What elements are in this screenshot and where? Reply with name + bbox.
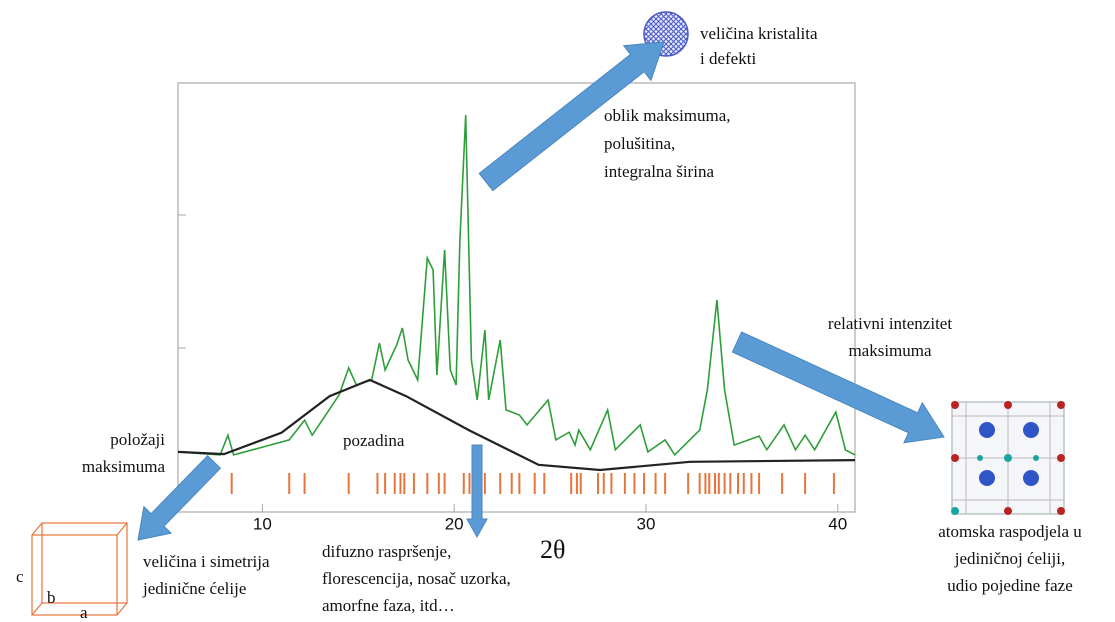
x-tick-label: 10 (253, 514, 272, 533)
hatch-line (663, 12, 688, 56)
hatch-line (673, 12, 688, 56)
annotation: jediničnoj ćeliji, (954, 549, 1065, 568)
annotation: relativni intenzitet (828, 314, 952, 333)
annotation: veličina i simetrija (143, 552, 270, 571)
x-tick-label: 20 (445, 514, 464, 533)
annotation: oblik maksimuma, (604, 106, 731, 125)
annotation: maksimuma (82, 457, 166, 476)
arrow (137, 454, 222, 541)
arrow (731, 331, 945, 444)
annotation: pozadina (343, 431, 405, 450)
hatch-line (584, 12, 628, 56)
annotation: integralna širina (604, 162, 714, 181)
background-curve (177, 378, 856, 472)
axis-label: b (47, 588, 56, 607)
annotation: florescencija, nosač uzorka, (322, 569, 511, 588)
plot-area: 10 20 30 40 (177, 115, 856, 533)
annotation: difuzno raspršenje, (322, 542, 451, 561)
hatch-line (668, 12, 688, 56)
x-tick-label: 30 (636, 514, 655, 533)
x-tick-label: 40 (828, 514, 847, 533)
annotation: atomska raspodjela u (938, 522, 1082, 541)
arrow (478, 41, 665, 192)
axis-label: a (80, 603, 88, 622)
annotation: amorfne faza, itd… (322, 596, 455, 615)
annotation: maksimuma (848, 341, 932, 360)
hatch-line (668, 12, 688, 56)
x-axis-label: 2θ (540, 535, 565, 564)
hatch-line (584, 12, 628, 56)
axis-label: c (16, 567, 24, 586)
annotation: položaji (110, 430, 165, 449)
unit-cell-icon (31, 522, 128, 616)
arrows (137, 41, 945, 541)
hatch-line (673, 12, 688, 56)
hatch-line (658, 12, 688, 56)
annotation: i defekti (700, 49, 756, 68)
plot-frame (177, 82, 856, 513)
annotation: polušitina, (604, 134, 675, 153)
atom-cell-icon (951, 401, 1065, 515)
annotation: udio pojedine faze (947, 576, 1073, 595)
annotation: jedinične ćelije (142, 579, 246, 598)
annotation: veličina kristalita (700, 24, 818, 43)
arrow (466, 444, 488, 539)
